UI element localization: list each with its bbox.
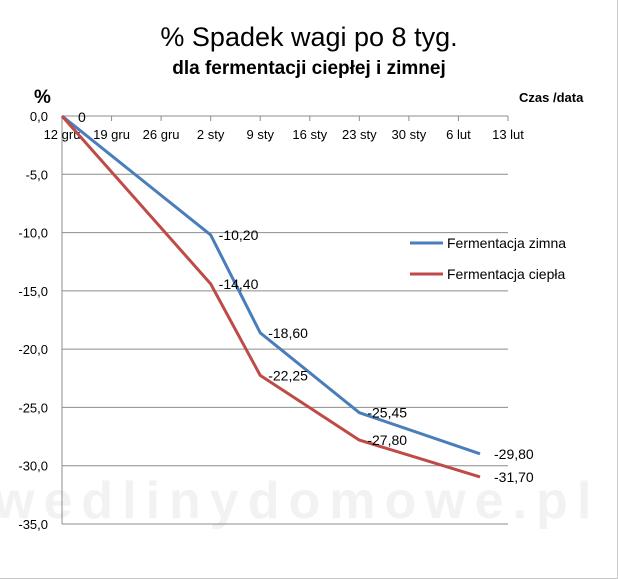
grid-lines <box>62 115 508 525</box>
data-labels: 0 -10,20 -18,60 -25,45 -29,80 -14,40 -22,25 -27… <box>78 109 534 485</box>
y-tick-labels: 0,0 -5,0 -10,0 -15,0 -20,0 -25,0 -30,0 -35,0 <box>18 109 48 532</box>
chart-title: % Spadek wagi po 8 tyg. <box>160 22 458 52</box>
y-tick-label: -10,0 <box>18 226 48 241</box>
data-label: -22,25 <box>268 367 308 383</box>
x-tick-label: 6 lut <box>446 127 471 142</box>
series-line-1 <box>60 115 481 479</box>
x-tick-label: 9 sty <box>246 127 274 142</box>
y-tick-label: -35,0 <box>18 517 48 532</box>
data-label: -14,40 <box>219 276 259 292</box>
x-tick-label: 26 gru <box>143 127 180 142</box>
data-label: -25,45 <box>367 405 407 421</box>
y-tick-label: -20,0 <box>18 342 48 357</box>
data-label: 0 <box>78 109 86 125</box>
x-tick-label: 30 sty <box>392 127 427 142</box>
y-axis-label: % <box>34 87 51 108</box>
watermark: wedlinydomowe.pl <box>0 472 600 530</box>
x-tick-label: 16 sty <box>292 127 327 142</box>
data-label: -27,80 <box>367 432 407 448</box>
y-tick-label: 0,0 <box>30 109 48 124</box>
data-label: -10,20 <box>219 227 259 243</box>
y-tick-label: -5,0 <box>26 167 48 182</box>
y-tick-label: -30,0 <box>18 459 48 474</box>
x-tick-labels: 12 gru 19 gru 26 gru 2 sty 9 sty 16 sty 23 sty… <box>44 127 525 142</box>
x-tick-label: 23 sty <box>342 127 377 142</box>
y-tick-label: -25,0 <box>18 400 48 415</box>
data-label: -29,80 <box>494 446 534 462</box>
chart-subtitle: dla fermentacji ciepłej i zimnej <box>172 58 446 79</box>
series-lines <box>60 114 481 479</box>
data-label: -31,70 <box>494 469 534 485</box>
x-tick-label: 12 gru <box>44 127 81 142</box>
y-tick-label: -15,0 <box>18 284 48 299</box>
legend-label: Fermentacja ciepła <box>447 266 565 282</box>
x-tick-label: 2 sty <box>197 127 225 142</box>
legend-label: Fermentacja zimna <box>447 235 566 251</box>
legend: Fermentacja zimna Fermentacja ciepła <box>410 235 566 282</box>
x-tick-label: 19 gru <box>93 127 130 142</box>
x-tick-label: 13 lut <box>492 127 524 142</box>
axes <box>61 116 509 524</box>
data-label: -18,60 <box>268 325 308 341</box>
x-axis-label: Czas /data <box>519 90 584 105</box>
series-line-0 <box>61 114 481 456</box>
